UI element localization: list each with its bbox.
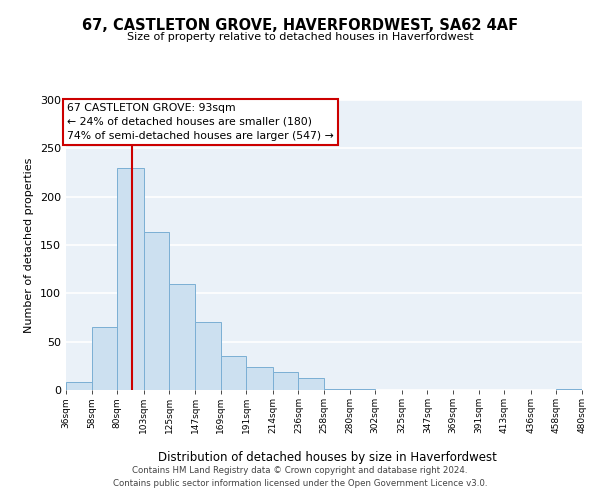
Text: 67 CASTLETON GROVE: 93sqm
← 24% of detached houses are smaller (180)
74% of semi: 67 CASTLETON GROVE: 93sqm ← 24% of detac… xyxy=(67,103,334,141)
Bar xyxy=(144,232,169,390)
Bar xyxy=(117,168,144,390)
Text: 67, CASTLETON GROVE, HAVERFORDWEST, SA62 4AF: 67, CASTLETON GROVE, HAVERFORDWEST, SA62… xyxy=(82,18,518,32)
Bar xyxy=(195,322,221,390)
Y-axis label: Number of detached properties: Number of detached properties xyxy=(25,158,34,332)
Bar xyxy=(246,367,273,390)
Bar xyxy=(273,372,298,390)
Bar xyxy=(221,356,246,390)
Text: Size of property relative to detached houses in Haverfordwest: Size of property relative to detached ho… xyxy=(127,32,473,42)
Bar xyxy=(556,389,582,390)
Bar xyxy=(92,327,117,390)
Bar xyxy=(66,382,92,390)
Bar xyxy=(324,389,350,390)
Text: Contains HM Land Registry data © Crown copyright and database right 2024.
Contai: Contains HM Land Registry data © Crown c… xyxy=(113,466,487,487)
Bar xyxy=(169,284,195,390)
Text: Distribution of detached houses by size in Haverfordwest: Distribution of detached houses by size … xyxy=(158,451,496,464)
Bar xyxy=(350,389,375,390)
Bar xyxy=(298,378,324,390)
